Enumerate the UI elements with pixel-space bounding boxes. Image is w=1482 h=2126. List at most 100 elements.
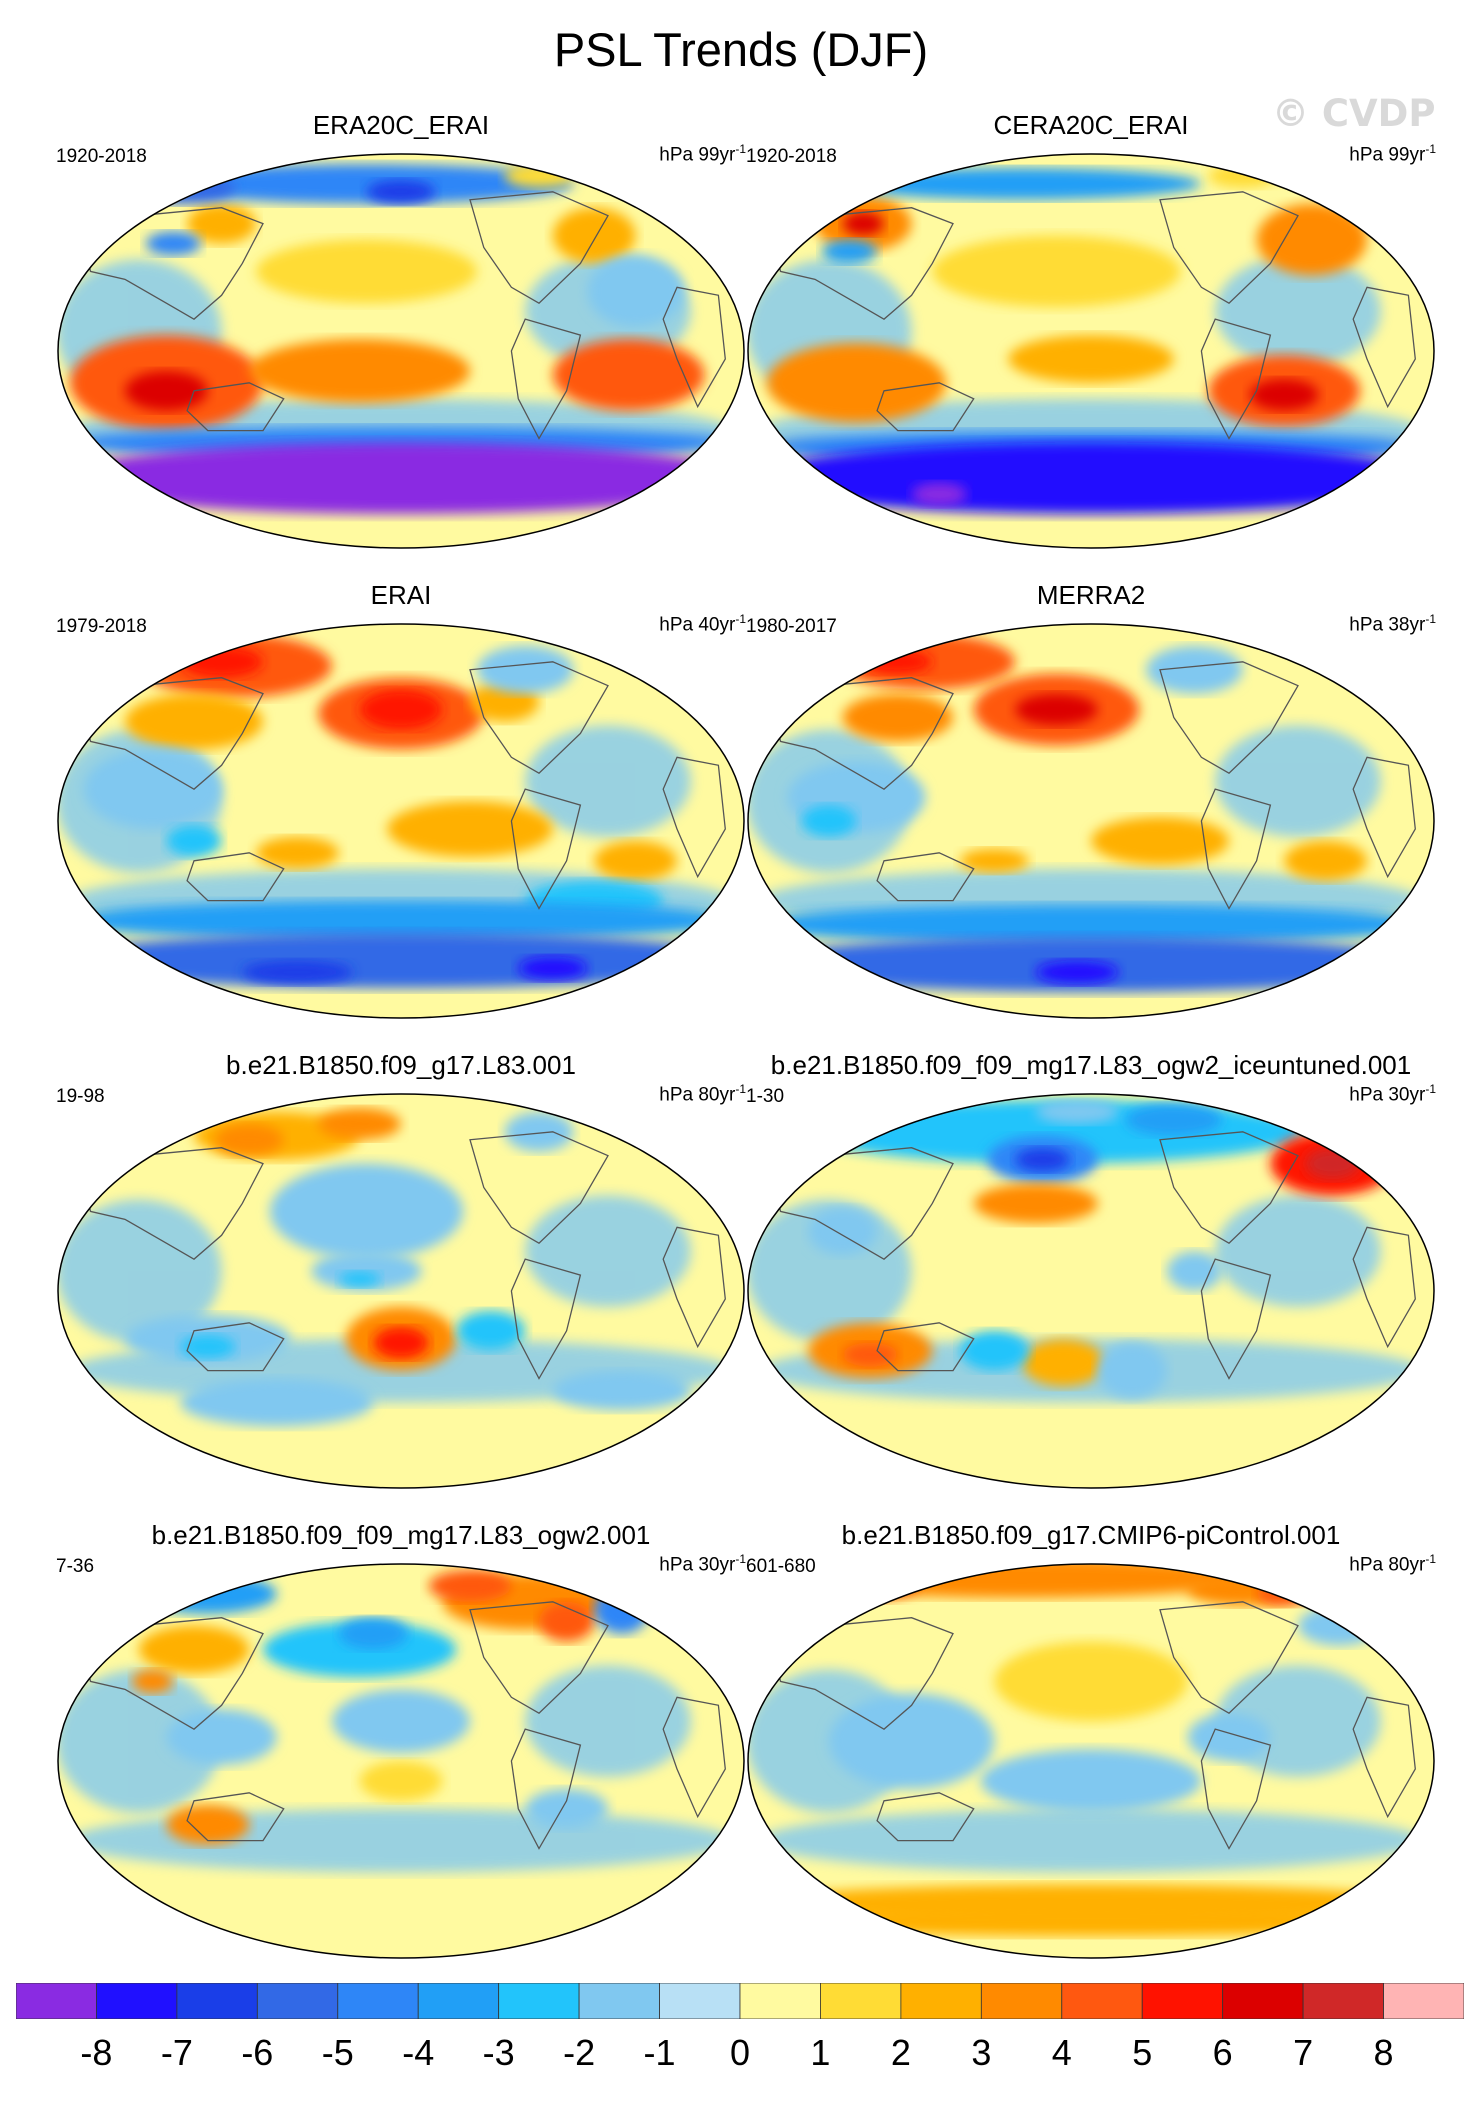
coastline	[510, 788, 582, 910]
trend-region	[1215, 1195, 1381, 1307]
colorbar-labels: -8 -7 -6 -5 -4 -3 -2 -1 0 1 2 3 4 5 6 7 8	[16, 2032, 1464, 2082]
colorbar-tick-label: 5	[1132, 2032, 1153, 2073]
trend-region	[373, 1326, 429, 1359]
trend-region	[842, 211, 884, 236]
trend-region	[959, 1330, 1029, 1371]
panel-title: b.e21.B1850.f09_f09_mg17.L83_ogw2_iceunt…	[770, 1050, 1412, 1080]
coastline	[186, 1792, 285, 1842]
map-field	[748, 1094, 1434, 1488]
panel-units-text: hPa 99yr	[659, 144, 736, 166]
trend-region	[166, 1709, 277, 1765]
trend-region	[808, 1207, 878, 1256]
panel-period: 19-98	[56, 1086, 105, 1107]
panel-units: hPa 99yr-1	[659, 142, 746, 166]
trend-region	[1215, 725, 1381, 837]
trend-region	[58, 1199, 222, 1343]
coastline	[186, 382, 285, 432]
map-field	[748, 1564, 1434, 1958]
panel-period: 1920-2018	[56, 146, 147, 167]
trend-region	[145, 231, 201, 256]
panel-title: CERA20C_ERAI	[993, 110, 1189, 140]
map-panel: ERA20C_ERAI 1920-2018 hPa 99yr-1	[56, 110, 746, 550]
colorbar-swatch	[739, 1983, 821, 2019]
trend-region	[1284, 840, 1367, 881]
map-globe	[747, 623, 1435, 1019]
trend-region	[759, 1808, 1423, 1873]
coastline	[1352, 756, 1416, 879]
trend-region	[125, 693, 263, 750]
trend-region	[552, 339, 705, 411]
figure-title: PSL Trends (DJF)	[553, 23, 929, 76]
colorbar-swatch	[900, 1983, 982, 2019]
trend-region	[539, 1601, 595, 1642]
colorbar-swatch	[980, 1983, 1063, 2019]
trend-region	[525, 1788, 608, 1829]
trend-region	[932, 235, 1181, 308]
trend-region	[766, 343, 947, 423]
panel-units-exponent: -1	[735, 612, 746, 626]
colorbar-tick-label: -5	[321, 2032, 354, 2073]
trend-region	[1125, 1103, 1223, 1136]
map-border	[57, 1093, 745, 1489]
coastline	[1200, 1258, 1272, 1380]
map-globe	[747, 1093, 1435, 1489]
colorbar-tick-label: -1	[643, 2032, 676, 2073]
trend-region	[1015, 1147, 1071, 1172]
trend-region	[58, 442, 744, 515]
map-panel: CERA20C_ERAI 1920-2018 hPa 99yr-1	[746, 110, 1436, 550]
trend-region	[269, 1163, 464, 1260]
map-field	[748, 624, 1434, 1018]
colorbar-tick-label: -8	[80, 2032, 113, 2073]
panel-title: ERAI	[370, 580, 432, 610]
coastline	[186, 1322, 285, 1372]
panel-units-text: hPa 30yr	[1349, 1084, 1426, 1106]
map-border	[747, 1093, 1435, 1489]
map-globe	[747, 1563, 1435, 1959]
trend-region	[1097, 1342, 1167, 1399]
panel-units-exponent: -1	[1425, 612, 1436, 626]
panel-units-exponent: -1	[1425, 142, 1436, 156]
map-field	[748, 154, 1434, 548]
colorbar-swatch	[820, 1983, 902, 2019]
trend-region	[552, 1370, 691, 1411]
trend-region	[125, 370, 208, 411]
trend-region	[504, 1111, 574, 1152]
trend-region	[456, 1310, 526, 1351]
panel-units: hPa 38yr-1	[1349, 612, 1436, 636]
panel-period: 1920-2018	[746, 146, 837, 167]
trend-region	[263, 1621, 457, 1678]
map-panel: b.e21.B1850.f09_f09_mg17.L83_ogw2_iceunt…	[746, 1050, 1436, 1490]
map-panel: MERRA2 1980-2017 hPa 38yr-1	[746, 580, 1436, 1020]
trend-region	[476, 645, 574, 694]
panel-units-exponent: -1	[735, 1082, 746, 1096]
cvdp-watermark: © CVDP	[1272, 92, 1436, 135]
trend-region	[525, 725, 691, 837]
panel-units-text: hPa 38yr	[1349, 614, 1426, 636]
coastline	[1159, 661, 1299, 775]
panel-units: hPa 99yr-1	[1349, 142, 1436, 166]
panel-title: b.e21.B1850.f09_f09_mg17.L83_ogw2.001	[151, 1520, 651, 1550]
trend-region	[387, 801, 553, 857]
coastline	[876, 1322, 975, 1372]
colorbar-tick-label: -4	[402, 2032, 435, 2073]
trend-region	[1091, 817, 1229, 865]
colorbar-swatch	[659, 1983, 741, 2019]
trend-region	[1022, 1338, 1105, 1387]
trend-region	[311, 1251, 422, 1291]
trend-region	[138, 1625, 250, 1674]
trend-region	[138, 1573, 277, 1614]
coastline	[1159, 1131, 1299, 1245]
map-field	[58, 154, 744, 548]
trend-region	[552, 207, 636, 264]
coastline	[876, 1792, 975, 1842]
panel-units-text: hPa 80yr	[1349, 1554, 1426, 1576]
trend-region	[748, 904, 1434, 945]
coastline	[662, 1226, 726, 1349]
colorbar-swatch	[1061, 1983, 1143, 2019]
trend-region	[214, 1123, 284, 1156]
coastline	[469, 1131, 609, 1245]
map-globe	[747, 153, 1435, 549]
coastline	[772, 1617, 954, 1730]
coastline	[469, 661, 609, 775]
coastline	[1352, 1226, 1416, 1349]
